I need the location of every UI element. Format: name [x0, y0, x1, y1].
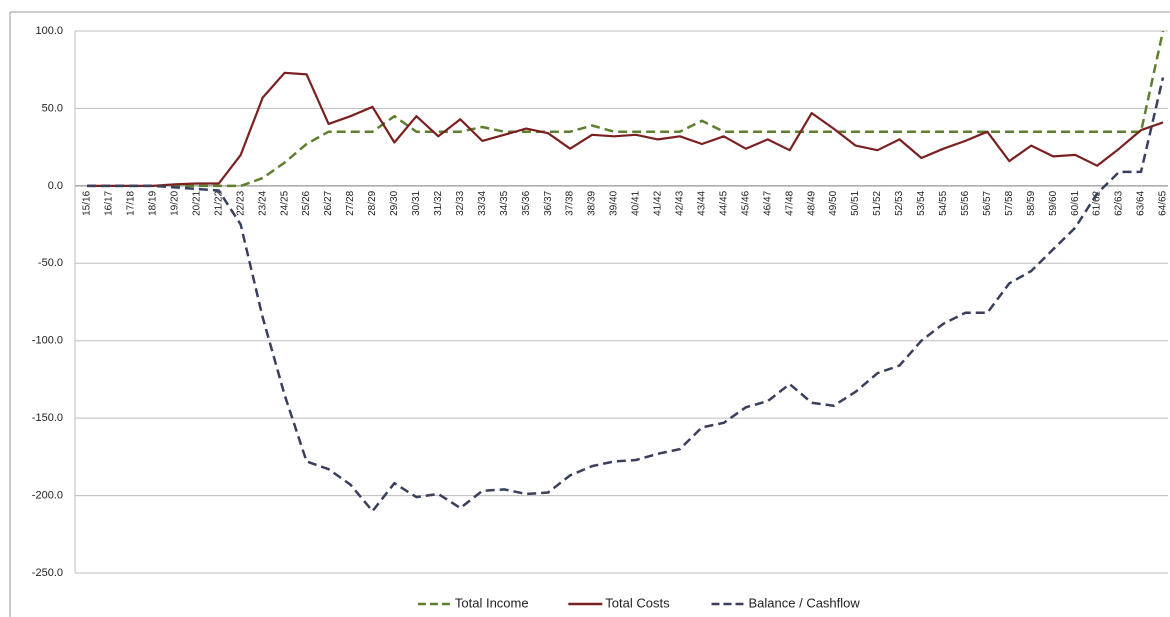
x-tick-label: 55/56	[960, 190, 971, 215]
series-line	[87, 71, 1164, 187]
x-tick-label: 23/24	[257, 190, 268, 215]
x-tick-label: 58/59	[1026, 190, 1037, 215]
x-tick-label: 59/60	[1048, 190, 1059, 215]
series-line	[87, 30, 1165, 188]
x-tick-label: 28/29	[367, 190, 378, 215]
x-tick-label: 47/48	[784, 190, 795, 215]
x-tick-label: 33/34	[477, 190, 488, 215]
x-tick-label: 54/55	[938, 190, 949, 215]
x-tick-label: 41/42	[653, 190, 664, 215]
x-tick-label: 44/45	[718, 190, 729, 215]
legend-label: Balance / Cashflow	[749, 595, 861, 610]
y-tick-label: -200.0	[32, 489, 63, 501]
x-tick-label: 49/50	[828, 190, 839, 215]
x-tick-label: 62/63	[1114, 190, 1125, 215]
y-tick-label: 50.0	[42, 102, 63, 114]
x-tick-label: 29/30	[389, 190, 400, 215]
x-tick-label: 20/21	[191, 190, 202, 215]
x-tick-label: 15/16	[82, 190, 93, 215]
legend-label: Total Income	[455, 595, 529, 610]
x-tick-label: 22/23	[235, 190, 246, 215]
x-tick-label: 16/17	[104, 190, 115, 215]
x-tick-label: 30/31	[411, 190, 422, 215]
x-tick-label: 37/38	[565, 190, 576, 215]
y-tick-label: 0.0	[48, 180, 63, 192]
x-tick-label: 19/20	[169, 190, 180, 215]
x-tick-label: 43/44	[696, 190, 707, 215]
x-tick-label: 50/51	[850, 190, 861, 215]
x-tick-label: 21/22	[213, 190, 224, 215]
x-tick-label: 27/28	[345, 190, 356, 215]
x-tick-label: 35/36	[521, 190, 532, 215]
x-tick-label: 39/40	[609, 190, 620, 215]
x-tick-label: 48/49	[806, 190, 817, 215]
x-tick-label: 52/53	[894, 190, 905, 215]
x-tick-label: 25/26	[301, 190, 312, 215]
x-tick-label: 61/62	[1092, 190, 1103, 215]
x-tick-label: 56/57	[982, 190, 993, 215]
y-tick-label: 100.0	[35, 25, 63, 37]
x-tick-label: 36/37	[543, 190, 554, 215]
x-tick-label: 53/54	[916, 190, 927, 215]
x-tick-label: 42/43	[675, 190, 686, 215]
x-tick-label: 64/65	[1158, 190, 1169, 215]
x-tick-label: 46/47	[762, 190, 773, 215]
y-tick-label: -150.0	[32, 412, 63, 424]
x-tick-label: 51/52	[872, 190, 883, 215]
y-tick-label: -50.0	[38, 257, 63, 269]
x-tick-label: 31/32	[433, 190, 444, 215]
x-tick-label: 40/41	[631, 190, 642, 215]
x-tick-label: 32/33	[455, 190, 466, 215]
x-tick-label: 45/46	[740, 190, 751, 215]
x-tick-label: 34/35	[499, 190, 510, 215]
x-tick-label: 60/61	[1070, 190, 1081, 215]
x-tick-label: 24/25	[279, 190, 290, 215]
x-tick-label: 17/18	[126, 190, 137, 215]
x-tick-label: 63/64	[1136, 190, 1147, 215]
y-tick-label: -250.0	[32, 567, 63, 579]
x-tick-label: 18/19	[148, 190, 159, 215]
x-tick-label: 38/39	[587, 190, 598, 215]
x-tick-label: 57/58	[1004, 190, 1015, 215]
x-tick-label: 26/27	[323, 190, 334, 215]
series-line	[87, 77, 1165, 513]
legend-label: Total Costs	[605, 595, 670, 610]
y-tick-label: -100.0	[32, 335, 63, 347]
